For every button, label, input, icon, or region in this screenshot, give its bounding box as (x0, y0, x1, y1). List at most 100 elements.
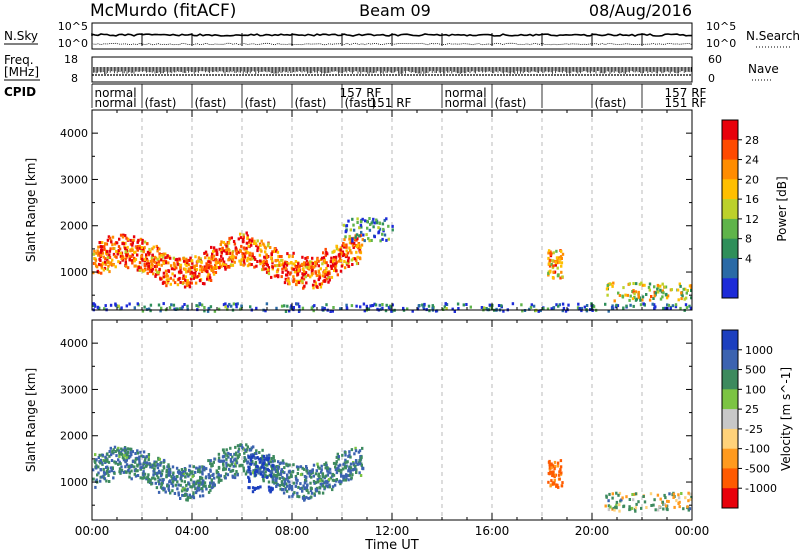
power-cell (348, 237, 351, 241)
velocity-cell (224, 452, 227, 456)
velocity-cell (339, 482, 342, 486)
velocity-cell (189, 496, 192, 499)
power-cell (250, 243, 253, 247)
power-cell (230, 263, 233, 267)
velocity-cell (117, 458, 120, 462)
velocity-cell (141, 476, 144, 480)
power-cell (615, 303, 618, 307)
power-gridlines (141, 110, 643, 310)
velocity-cell (124, 460, 127, 464)
power-cell (280, 304, 284, 308)
colorbar-swatch (722, 159, 738, 180)
power-cell (547, 271, 550, 275)
power-cell (248, 263, 251, 267)
power-cell (212, 272, 216, 276)
velocity-cell (167, 470, 170, 474)
velocity-cell (262, 477, 265, 481)
velocity-cell (201, 470, 204, 474)
velocity-cell (630, 506, 634, 510)
power-cell (233, 260, 236, 264)
colorbar-swatch (722, 468, 738, 489)
velocity-cell (134, 452, 137, 455)
velocity-cell (184, 468, 187, 472)
power-cell (611, 307, 614, 311)
power-cell (480, 306, 484, 309)
power-cell (284, 277, 287, 281)
power-cell (653, 303, 656, 307)
velocity-cell (148, 462, 151, 466)
velocity-cell (133, 469, 137, 473)
velocity-cell (318, 466, 321, 470)
colorbar-swatch (722, 409, 738, 430)
cpid-mode-label: normal (95, 86, 137, 100)
velocity-cell (628, 508, 631, 512)
power-cell (631, 297, 635, 301)
power-cell (156, 249, 159, 253)
power-cell (287, 277, 290, 281)
power-cell (661, 282, 664, 286)
velocity-cell (335, 455, 338, 459)
power-cell (155, 244, 158, 248)
velocity-cell (167, 487, 170, 490)
velocity-cell (103, 477, 107, 481)
velocity-cell (294, 475, 298, 478)
velocity-cell (338, 480, 341, 484)
power-cell (143, 240, 147, 244)
velocity-cell (222, 466, 225, 470)
velocity-cell (243, 451, 246, 455)
power-cell (549, 253, 552, 256)
power-cell (161, 281, 165, 285)
power-cell (628, 298, 631, 302)
power-cell (198, 278, 202, 282)
velocity-cell (317, 465, 320, 469)
velocity-cell (353, 452, 356, 456)
power-cell (115, 255, 118, 259)
power-cell (211, 252, 214, 256)
power-cell (273, 247, 276, 251)
velocity-cell (257, 457, 261, 461)
power-cell (136, 302, 139, 306)
velocity-cell (226, 454, 229, 458)
power-cell (213, 249, 216, 253)
power-cell (364, 219, 367, 223)
velocity-cell (136, 464, 139, 468)
power-cell (657, 290, 660, 294)
power-cell (203, 306, 206, 309)
velocity-cell (295, 481, 298, 485)
power-cell (216, 261, 220, 264)
velocity-cell (316, 462, 319, 466)
velocity-cell (160, 482, 164, 486)
power-cell (109, 247, 112, 251)
power-cell (115, 241, 119, 245)
cpid-mode-label: normal (95, 96, 137, 110)
velocity-cell (343, 474, 346, 478)
power-cell (230, 236, 233, 240)
velocity-cell (180, 489, 184, 493)
velocity-cell (324, 480, 327, 484)
velocity-cell (231, 460, 234, 464)
power-cell (375, 218, 378, 222)
power-cell (124, 247, 127, 250)
velocity-cell (261, 448, 264, 452)
colorbar-swatch (722, 330, 738, 351)
power-cell (157, 263, 161, 267)
velocity-cell (335, 462, 338, 466)
velocity-cell (301, 496, 305, 500)
power-cell (383, 233, 387, 237)
power-cell (170, 303, 173, 307)
power-cell (94, 262, 97, 266)
velocity-cell (248, 479, 251, 483)
velocity-cell (549, 470, 552, 474)
velocity-cell (560, 471, 563, 475)
power-cell (345, 229, 348, 233)
power-cell (561, 275, 564, 279)
power-cell (667, 303, 671, 307)
power-cell (143, 305, 146, 309)
power-cell (680, 291, 683, 295)
velocity-cell (247, 486, 250, 490)
power-cell (186, 259, 189, 263)
power-cell (358, 256, 362, 260)
power-cell (281, 267, 284, 271)
velocity-cell (234, 445, 237, 449)
velocity-cell (283, 471, 286, 475)
